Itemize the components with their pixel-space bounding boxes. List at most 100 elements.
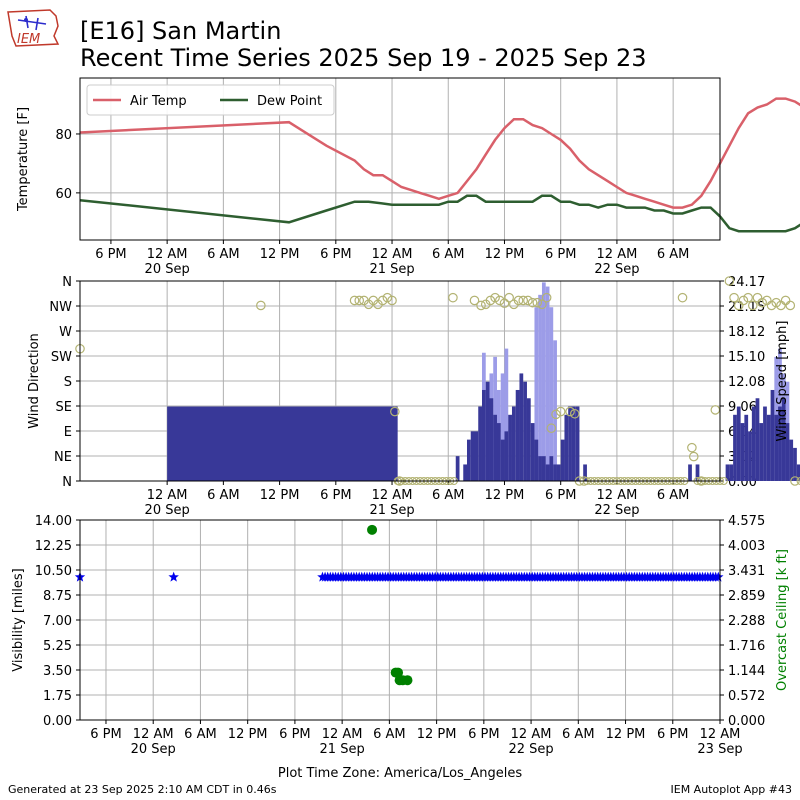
- visibility-point: [713, 571, 724, 582]
- wind-speed-bar: [496, 423, 501, 481]
- wind-calm-point: [796, 476, 800, 486]
- temp-xtick-label: 6 AM: [207, 247, 240, 262]
- wind-direction-point: [541, 292, 552, 303]
- wind-dir-label: SE: [56, 400, 72, 415]
- wind-frame: [79, 280, 721, 482]
- wind-direction-point: [688, 451, 699, 462]
- vis-ytick-label: 12.25: [35, 539, 72, 554]
- wind-speed-bar: [553, 464, 557, 481]
- wind-direction-point: [551, 409, 561, 420]
- vis-xtick-label: 6 AM: [562, 727, 595, 742]
- ceiling-ylabel: Overcast Ceiling [k ft]: [775, 549, 790, 691]
- temp-date-label: 22 Sep: [594, 262, 639, 277]
- chart-title: Recent Time Series 2025 Sep 19 - 2025 Se…: [80, 44, 647, 72]
- wind-speed-bar: [541, 456, 546, 481]
- temp-ytick-label: 60: [55, 187, 72, 202]
- wind-speed-bar: [478, 406, 482, 481]
- station-title: [E16] San Martin: [80, 17, 282, 45]
- ceiling-point: [402, 675, 413, 686]
- wind-xtick-label: 12 AM: [372, 488, 413, 503]
- temp-xtick-label: 12 AM: [372, 247, 413, 262]
- vis-xtick-label: 6 PM: [279, 727, 310, 742]
- wind-direction-point: [677, 292, 688, 303]
- wind-direction-point: [532, 297, 543, 308]
- wind-xtick-label: 12 AM: [597, 488, 638, 503]
- wind-xtick-label: 12 AM: [147, 488, 188, 503]
- vis-ytick-label: 1.75: [43, 689, 72, 704]
- wind-direction-point: [724, 276, 735, 286]
- wind-speed-bar: [564, 414, 569, 481]
- wind-speed-bar: [744, 414, 749, 481]
- legend-dew-point-label: Dew Point: [257, 94, 322, 109]
- wind-direction-point: [349, 295, 360, 306]
- wind-gust-bar: [500, 373, 505, 481]
- vis-xtick-label: 6 AM: [184, 727, 217, 742]
- temp-xtick-label: 12 PM: [485, 247, 525, 262]
- wind-direction-point: [790, 476, 800, 486]
- ceiling-ytick-label: 4.575: [728, 514, 765, 529]
- wind-speed-bar: [733, 414, 737, 481]
- wind-speed-bar: [485, 381, 490, 481]
- wind-direction-point: [354, 295, 365, 306]
- vis-frame: [79, 519, 721, 721]
- wind-xtick-label: 6 AM: [432, 488, 465, 503]
- wind-direction-point: [485, 295, 496, 306]
- wind-speed-bar: [751, 406, 756, 481]
- wind-direction-point: [710, 405, 721, 415]
- wind-speed-bar: [725, 464, 730, 481]
- visibility-point: [168, 571, 179, 582]
- wind-direction-point: [546, 423, 557, 434]
- ceiling-ytick-label: 2.859: [728, 589, 765, 604]
- wind-speed-bar: [545, 464, 550, 481]
- wind-speed-ylabel: Wind Speed [mph]: [775, 321, 790, 442]
- legend-box: [86, 84, 335, 116]
- wind-speed-bar: [538, 456, 542, 481]
- wind-dir-ylabel: Wind Direction: [27, 333, 42, 429]
- wind-dir-label: S: [64, 375, 72, 390]
- vis-ytick-label: 5.25: [43, 639, 72, 654]
- app-label: IEM Autoplot App #43: [670, 783, 793, 796]
- wind-speed-bar: [523, 381, 527, 481]
- wind-speed-bar: [770, 389, 775, 481]
- temp-xtick-label: 6 AM: [657, 247, 690, 262]
- wind-speed-bar: [766, 414, 771, 481]
- wind-speed-bar: [481, 389, 486, 481]
- vis-ytick-label: 0.00: [43, 714, 72, 729]
- wind-speed-bar: [556, 464, 561, 481]
- wind-speed-label: 12.08: [728, 375, 765, 390]
- vis-date-label: 22 Sep: [508, 742, 553, 757]
- wind-direction-point: [771, 297, 782, 308]
- vis-ytick-label: 14.00: [35, 514, 72, 529]
- wind-speed-bar: [793, 447, 797, 481]
- temp-date-label: 21 Sep: [369, 262, 414, 277]
- wind-gust-bar: [545, 286, 550, 481]
- wind-speed-bar: [534, 439, 539, 481]
- wind-direction-point: [780, 295, 791, 306]
- wind-gust-bar: [541, 282, 546, 481]
- wind-direction-point: [513, 295, 524, 306]
- ceiling-ytick-label: 1.716: [728, 639, 765, 654]
- vis-xtick-label: 12 PM: [228, 727, 268, 742]
- wind-direction-point: [687, 442, 697, 453]
- temp-frame: [79, 77, 721, 241]
- ceiling-ytick-label: 1.144: [728, 664, 765, 679]
- wind-gust-bar: [549, 307, 554, 481]
- wind-direction-point: [504, 292, 514, 303]
- wind-speed-bar: [489, 398, 494, 481]
- wind-speed-bar: [785, 423, 790, 481]
- wind-direction-point: [537, 299, 547, 310]
- wind-speed-bar: [470, 431, 479, 481]
- wind-dir-label: N: [62, 275, 72, 290]
- wind-direction-point: [569, 408, 580, 419]
- wind-speed-bar: [583, 464, 587, 481]
- wind-direction-point: [256, 300, 266, 311]
- wind-direction-point: [382, 292, 393, 303]
- wind-direction-point: [747, 300, 758, 311]
- vis-xtick-label: 12 AM: [133, 727, 174, 742]
- wind-speed-bar: [504, 431, 509, 481]
- wind-speed-bar: [778, 406, 782, 481]
- vis-date-label: 21 Sep: [320, 742, 365, 757]
- legend-air-temp-label: Air Temp: [130, 94, 187, 109]
